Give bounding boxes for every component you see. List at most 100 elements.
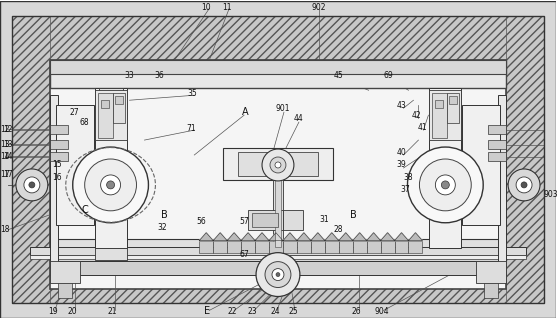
Text: 44: 44 — [294, 114, 304, 122]
Circle shape — [29, 182, 35, 188]
Bar — [98, 93, 113, 138]
Text: 25: 25 — [288, 307, 298, 316]
Polygon shape — [241, 233, 255, 241]
Bar — [50, 95, 58, 264]
Bar — [498, 95, 506, 264]
Polygon shape — [297, 233, 311, 241]
Text: 39: 39 — [397, 160, 406, 169]
Bar — [12, 269, 544, 303]
Text: 31: 31 — [319, 215, 329, 224]
Bar — [199, 241, 213, 253]
Circle shape — [516, 177, 532, 193]
Text: 13: 13 — [3, 139, 13, 149]
Bar — [273, 165, 283, 247]
Text: 32: 32 — [157, 223, 167, 232]
Text: 21: 21 — [108, 307, 117, 316]
Circle shape — [16, 169, 48, 201]
Bar — [325, 241, 339, 253]
Bar — [435, 100, 444, 108]
Polygon shape — [227, 233, 241, 241]
Text: 902: 902 — [311, 3, 326, 12]
Bar — [283, 241, 297, 253]
Text: 24: 24 — [270, 307, 280, 316]
Text: 12: 12 — [0, 125, 9, 134]
Circle shape — [435, 175, 455, 195]
Bar — [248, 210, 283, 230]
Bar — [476, 261, 506, 283]
Circle shape — [276, 272, 280, 277]
Text: 26: 26 — [352, 307, 362, 316]
Bar — [449, 96, 458, 104]
Text: 40: 40 — [397, 147, 406, 157]
Text: 41: 41 — [417, 122, 427, 132]
Polygon shape — [199, 233, 213, 241]
Polygon shape — [269, 233, 283, 241]
Text: 17: 17 — [3, 170, 13, 180]
Circle shape — [508, 169, 540, 201]
Polygon shape — [283, 233, 297, 241]
Bar — [30, 255, 526, 259]
Bar — [227, 241, 241, 253]
Text: 56: 56 — [196, 217, 206, 226]
Text: 18: 18 — [0, 225, 9, 234]
Text: 901: 901 — [276, 104, 290, 113]
Text: E: E — [204, 307, 210, 316]
Bar — [50, 60, 506, 88]
Circle shape — [262, 149, 294, 181]
Text: 11: 11 — [223, 3, 232, 12]
Bar — [100, 100, 109, 108]
Text: 12: 12 — [3, 125, 13, 134]
Circle shape — [265, 262, 291, 287]
Bar — [395, 241, 408, 253]
Bar — [95, 90, 127, 140]
Text: A: A — [242, 107, 248, 117]
Bar — [448, 93, 459, 123]
Text: 13: 13 — [0, 139, 10, 149]
Text: 42: 42 — [412, 111, 421, 120]
Bar — [50, 125, 68, 134]
Circle shape — [24, 177, 40, 193]
Bar — [241, 241, 255, 253]
Text: 17: 17 — [0, 170, 10, 180]
Text: 23: 23 — [247, 307, 257, 316]
Text: 14: 14 — [3, 152, 13, 160]
Polygon shape — [255, 233, 269, 241]
Text: 904: 904 — [374, 307, 389, 316]
Text: 67: 67 — [239, 250, 249, 259]
Bar — [238, 152, 318, 176]
Bar — [113, 93, 124, 123]
Polygon shape — [408, 233, 422, 241]
Polygon shape — [325, 233, 339, 241]
Bar — [311, 241, 325, 253]
Bar — [381, 241, 395, 253]
Bar — [430, 88, 461, 248]
Text: 20: 20 — [68, 307, 78, 316]
Bar — [12, 16, 544, 60]
Text: 10: 10 — [201, 3, 211, 12]
Bar — [353, 241, 367, 253]
Bar — [50, 261, 506, 275]
Text: 69: 69 — [384, 71, 393, 80]
Text: 19: 19 — [48, 307, 57, 316]
Polygon shape — [381, 233, 395, 241]
Bar — [275, 165, 281, 247]
Circle shape — [256, 253, 300, 296]
Bar — [223, 148, 333, 180]
Bar — [269, 241, 283, 253]
Bar — [50, 60, 506, 288]
Bar — [339, 241, 353, 253]
Circle shape — [85, 159, 137, 211]
Text: 27: 27 — [70, 108, 80, 117]
Bar — [462, 105, 500, 225]
Text: 36: 36 — [155, 71, 164, 80]
Circle shape — [521, 182, 527, 188]
Text: 22: 22 — [228, 307, 237, 316]
Bar — [114, 96, 123, 104]
Bar — [488, 140, 506, 149]
Bar — [367, 241, 381, 253]
Text: 35: 35 — [187, 89, 197, 98]
Bar — [488, 152, 506, 161]
Text: C: C — [81, 205, 88, 215]
Text: 14: 14 — [0, 152, 10, 160]
Bar — [12, 16, 50, 303]
